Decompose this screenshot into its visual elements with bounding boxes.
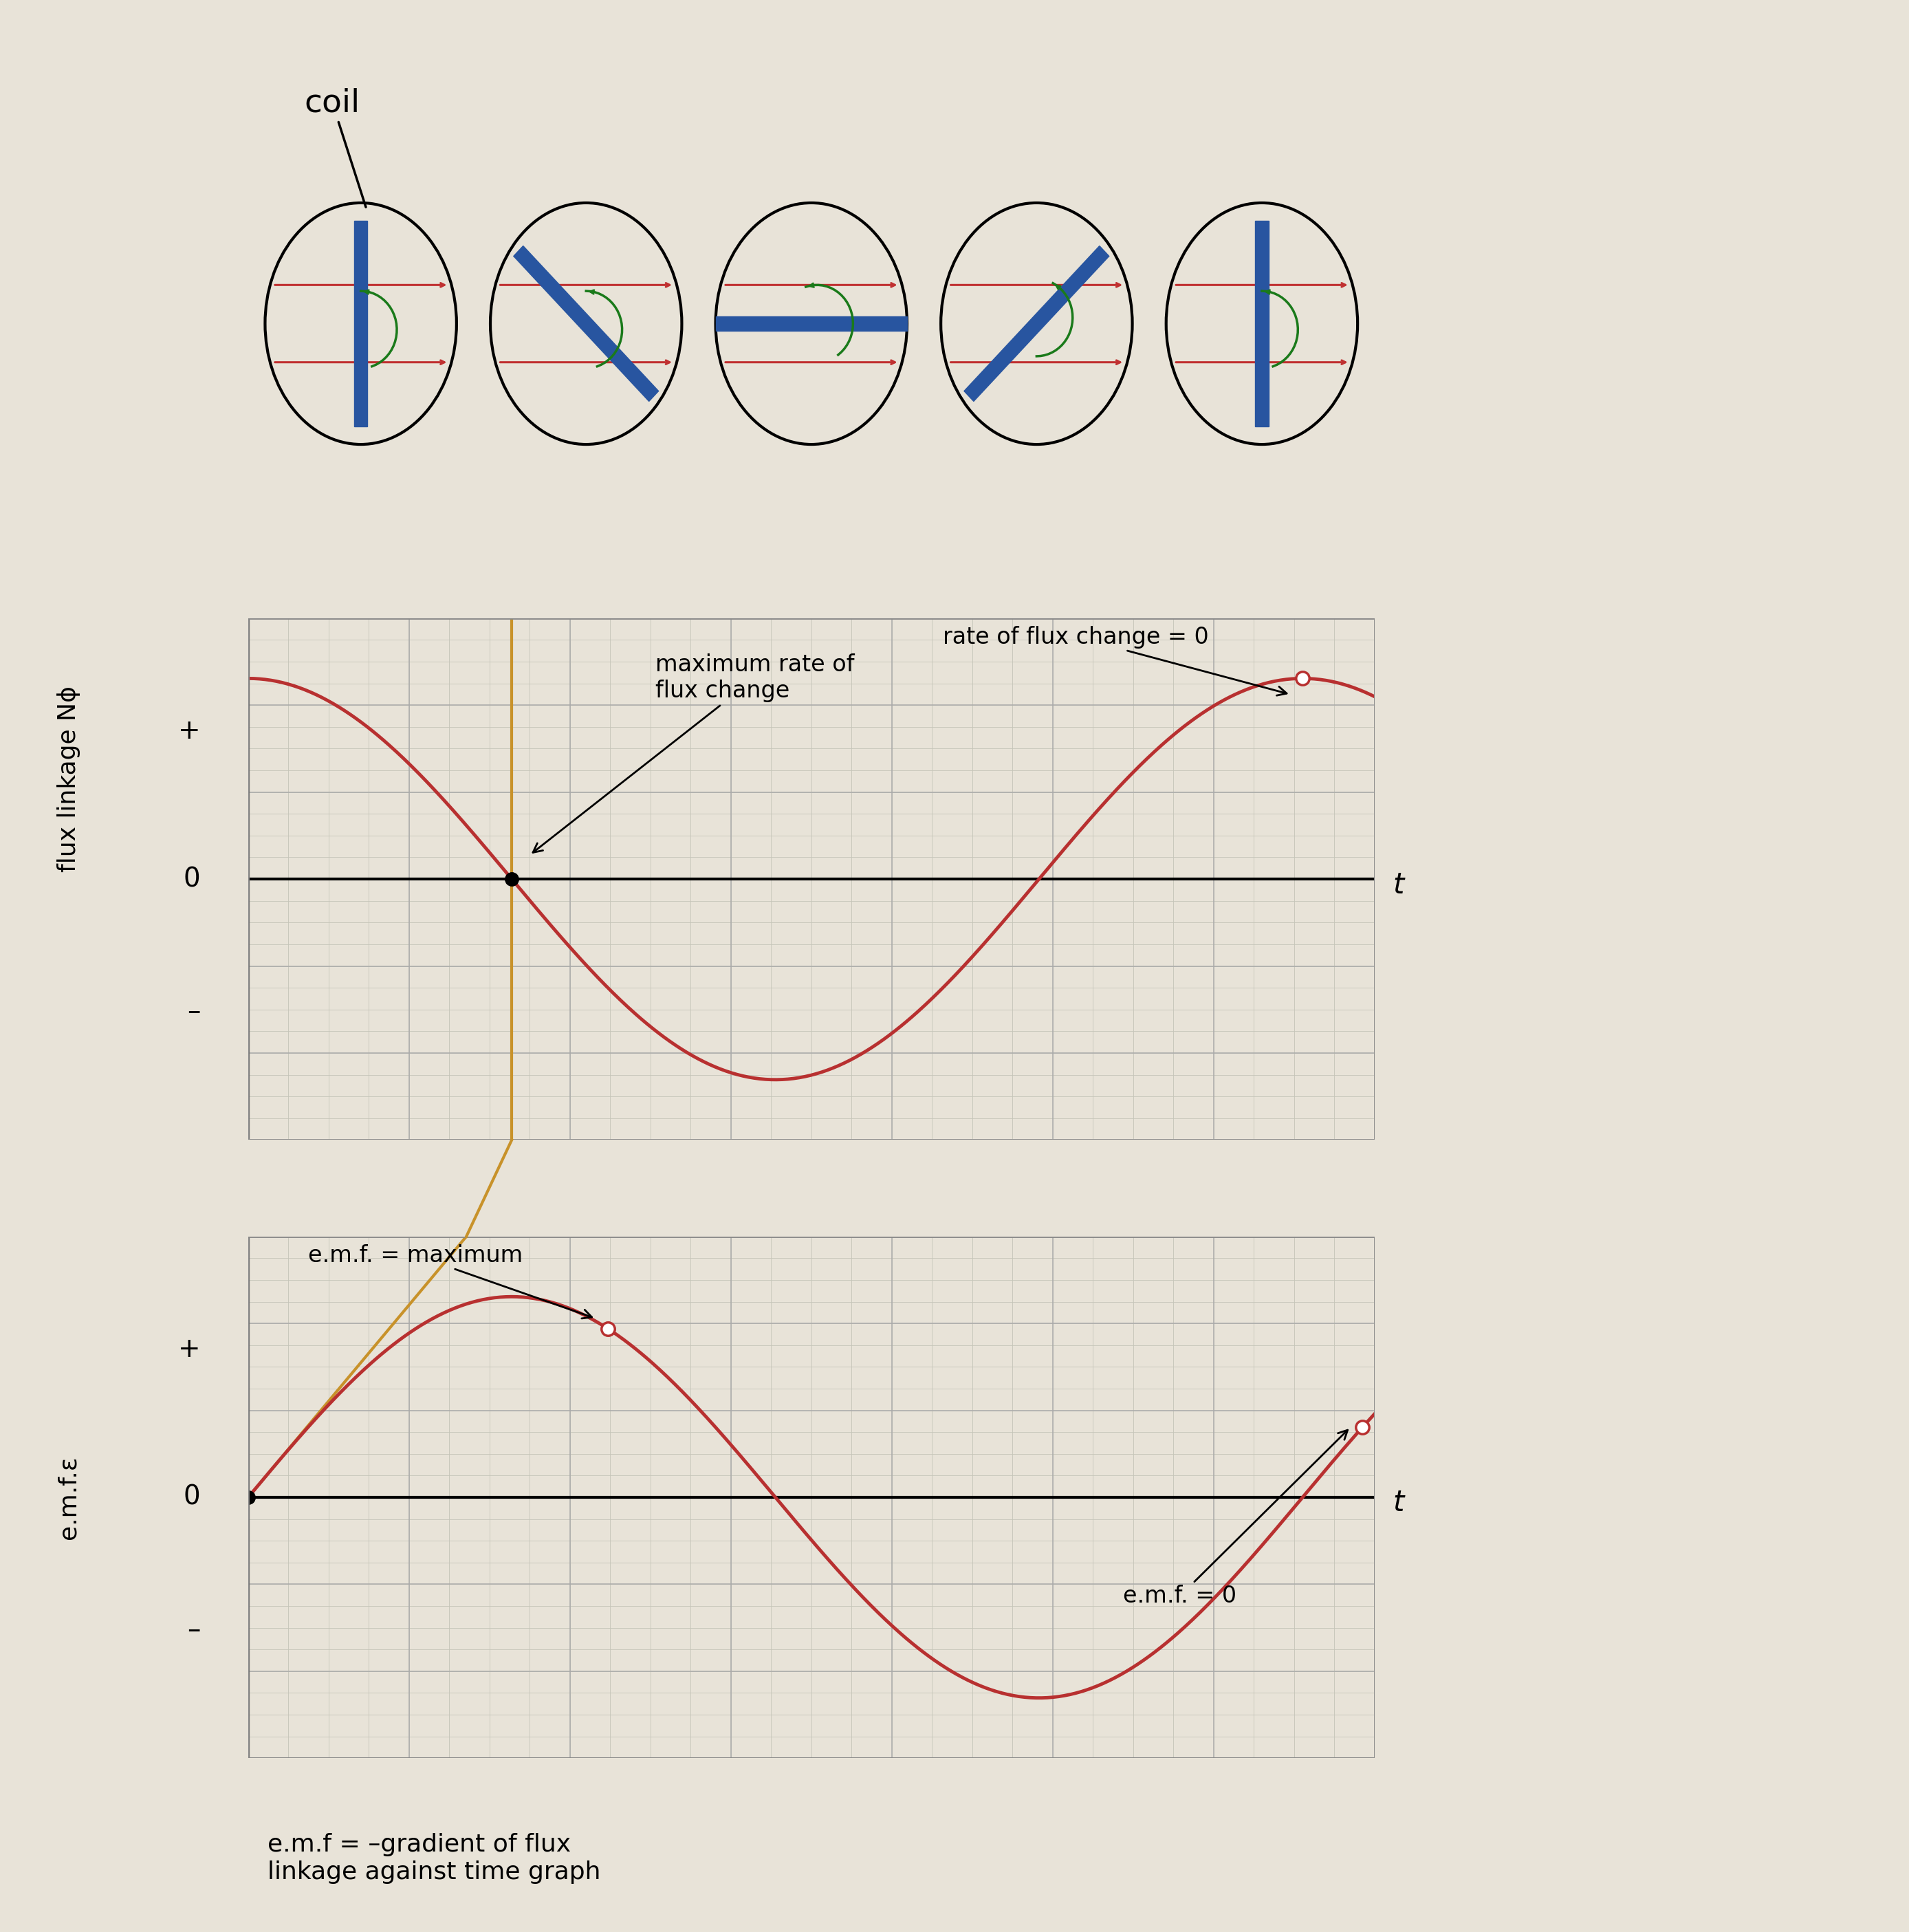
Text: t: t	[1392, 1490, 1403, 1517]
Text: flux linkage Nϕ: flux linkage Nϕ	[57, 686, 80, 871]
Text: e.m.f.ε: e.m.f.ε	[57, 1455, 80, 1540]
Text: +: +	[178, 1337, 200, 1362]
Bar	[964, 245, 1109, 402]
Bar	[1254, 220, 1269, 427]
Text: 0: 0	[183, 866, 200, 893]
Bar	[716, 317, 907, 330]
Text: –: –	[187, 999, 200, 1026]
Text: coil: coil	[304, 87, 367, 207]
Text: maximum rate of
flux change: maximum rate of flux change	[533, 653, 855, 852]
Text: e.m.f = –gradient of flux
linkage against time graph: e.m.f = –gradient of flux linkage agains…	[267, 1833, 601, 1884]
Text: +: +	[178, 719, 200, 744]
Text: e.m.f. = maximum: e.m.f. = maximum	[307, 1244, 592, 1318]
Text: e.m.f. = 0: e.m.f. = 0	[1122, 1430, 1348, 1607]
Text: 0: 0	[183, 1484, 200, 1511]
Text: rate of flux change = 0: rate of flux change = 0	[943, 626, 1287, 696]
Bar	[353, 220, 368, 427]
Text: –: –	[187, 1617, 200, 1644]
Bar	[514, 245, 659, 402]
Text: t: t	[1392, 871, 1403, 898]
